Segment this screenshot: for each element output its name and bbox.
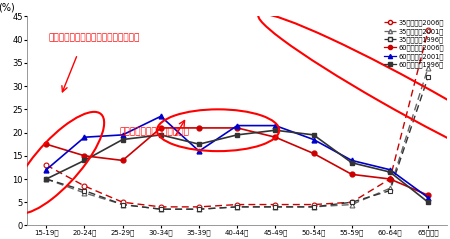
Text: 中堅層で長労働時間者が増加: 中堅層で長労働時間者が増加 bbox=[120, 127, 189, 136]
Legend: 35時間未満2006年, 35時間未満2001年, 35時間未満1996年, 60時間以上2006年, 60時間以上2001年, 60時間以上1996年: 35時間未満2006年, 35時間未満2001年, 35時間未満1996年, 6… bbox=[384, 20, 444, 68]
Text: (%): (%) bbox=[0, 2, 14, 12]
Text: 若年・高齢者層で短労働時間者が増加: 若年・高齢者層で短労働時間者が増加 bbox=[48, 33, 140, 42]
